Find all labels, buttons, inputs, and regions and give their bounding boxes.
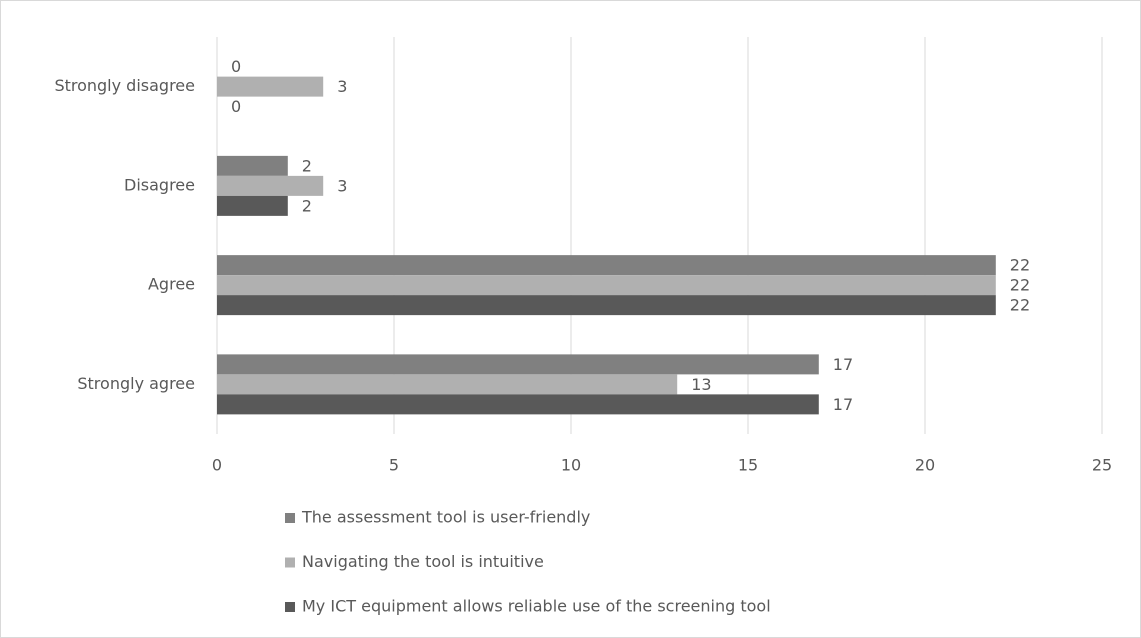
value-label: 2 <box>302 156 312 175</box>
value-label: 22 <box>1010 296 1030 315</box>
x-tick-label: 10 <box>561 456 581 475</box>
bar <box>217 374 678 395</box>
bar <box>217 394 819 415</box>
x-tick-label: 5 <box>389 456 399 475</box>
bar <box>217 76 324 97</box>
value-label: 17 <box>833 355 853 374</box>
legend-label: The assessment tool is user-friendly <box>301 508 590 527</box>
bar <box>217 295 996 316</box>
value-label: 3 <box>337 77 347 96</box>
legend-swatch <box>285 513 295 523</box>
bar <box>217 155 288 176</box>
value-label: 2 <box>302 196 312 215</box>
bar <box>217 354 819 375</box>
legend-label: My ICT equipment allows reliable use of … <box>302 597 771 616</box>
value-label: 22 <box>1010 256 1030 275</box>
y-tick-label: Strongly disagree <box>54 76 195 95</box>
legend-label: Navigating the tool is intuitive <box>302 552 544 571</box>
x-tick-label: 15 <box>738 456 758 475</box>
bar <box>217 175 324 196</box>
y-tick-label: Disagree <box>124 175 195 194</box>
value-label: 0 <box>231 97 241 116</box>
legend-swatch <box>285 602 295 612</box>
value-label: 13 <box>691 375 711 394</box>
y-tick-label: Agree <box>148 275 195 294</box>
value-label: 3 <box>337 176 347 195</box>
bar <box>217 195 288 216</box>
value-label: 17 <box>833 395 853 414</box>
bar <box>217 255 996 276</box>
value-label: 0 <box>231 57 241 76</box>
value-label: 22 <box>1010 276 1030 295</box>
x-tick-label: 0 <box>212 456 222 475</box>
y-tick-label: Strongly agree <box>77 374 195 393</box>
x-tick-label: 25 <box>1092 456 1112 475</box>
x-tick-label: 20 <box>915 456 935 475</box>
legend-swatch <box>285 557 295 568</box>
bar <box>217 275 996 296</box>
